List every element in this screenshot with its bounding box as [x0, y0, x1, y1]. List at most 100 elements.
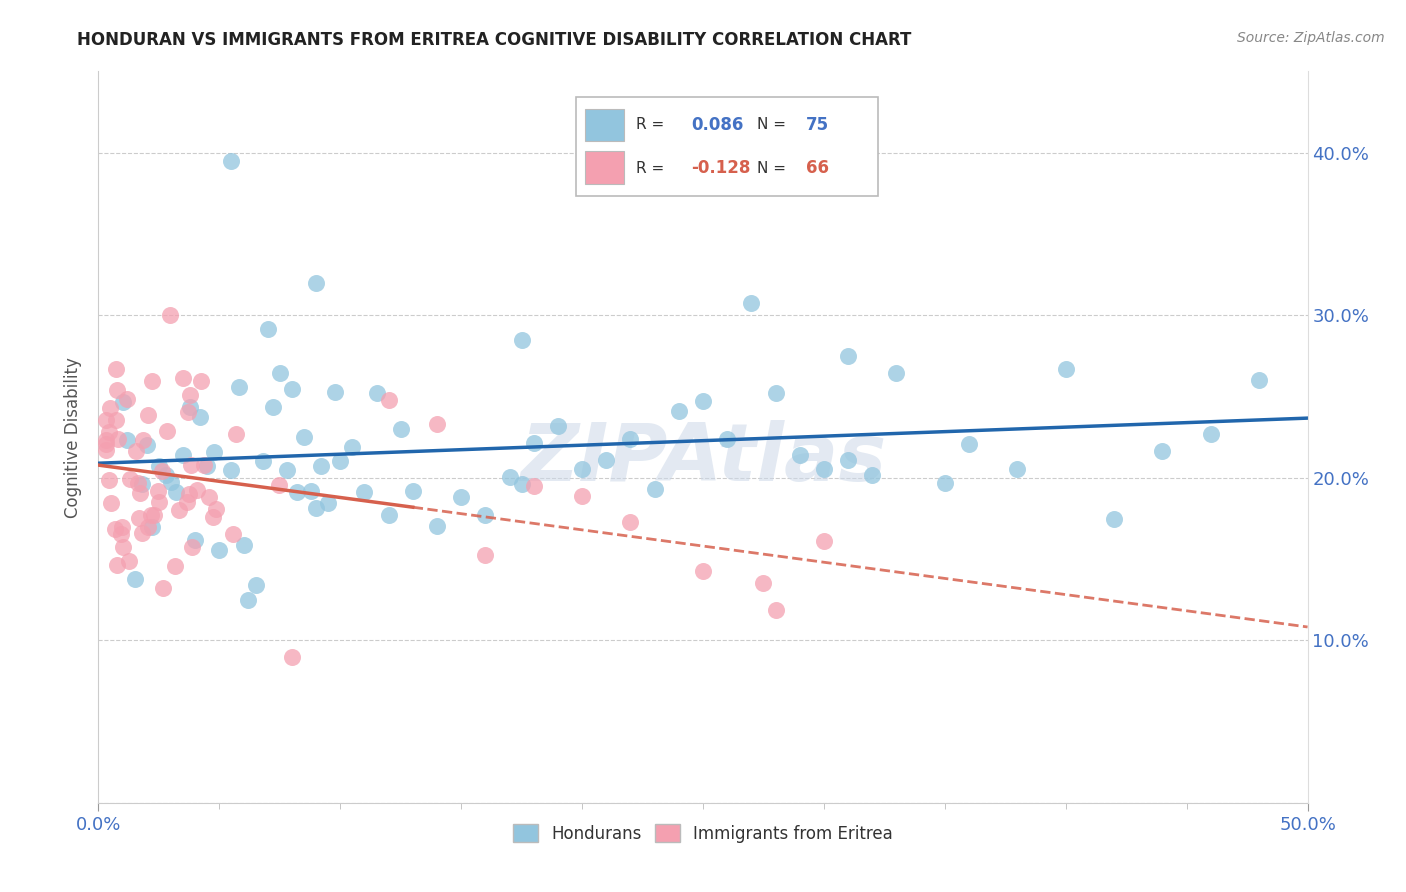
Point	[644, 483, 666, 497]
Point	[342, 441, 364, 455]
Point	[141, 508, 163, 522]
Point	[208, 542, 231, 557]
Point	[316, 496, 339, 510]
Point	[177, 487, 200, 501]
Point	[176, 494, 198, 508]
Point	[228, 379, 250, 393]
Point	[813, 534, 835, 549]
Point	[111, 395, 134, 409]
Point	[353, 485, 375, 500]
Point	[222, 526, 245, 541]
Point	[180, 458, 202, 473]
Point	[269, 366, 291, 380]
Point	[142, 508, 165, 522]
Point	[450, 490, 472, 504]
Point	[299, 483, 322, 498]
Y-axis label: Cognitive Disability: Cognitive Disability	[65, 357, 83, 517]
Point	[165, 559, 187, 574]
Point	[221, 463, 243, 477]
Point	[377, 508, 399, 523]
Point	[136, 519, 159, 533]
Point	[498, 470, 520, 484]
Point	[1199, 426, 1222, 441]
Text: HONDURAN VS IMMIGRANTS FROM ERITREA COGNITIVE DISABILITY CORRELATION CHART: HONDURAN VS IMMIGRANTS FROM ERITREA COGN…	[77, 31, 911, 49]
Point	[716, 433, 738, 447]
Point	[523, 436, 546, 450]
Point	[204, 445, 226, 459]
Point	[156, 424, 179, 438]
Point	[402, 483, 425, 498]
Point	[110, 527, 132, 541]
Point	[1249, 373, 1271, 387]
Point	[179, 400, 201, 414]
Point	[205, 501, 228, 516]
Point	[160, 475, 183, 489]
Point	[186, 483, 208, 497]
Point	[281, 382, 304, 396]
Point	[1102, 512, 1125, 526]
Point	[172, 448, 194, 462]
Point	[118, 554, 141, 568]
Point	[105, 558, 128, 572]
Point	[269, 478, 291, 492]
Point	[124, 572, 146, 586]
Point	[668, 404, 690, 418]
Point	[305, 276, 328, 290]
Point	[329, 454, 352, 468]
Point	[127, 476, 149, 491]
Point	[934, 476, 956, 491]
Point	[789, 448, 811, 462]
Text: Source: ZipAtlas.com: Source: ZipAtlas.com	[1237, 31, 1385, 45]
Point	[136, 409, 159, 423]
Point	[94, 442, 117, 457]
Point	[752, 576, 775, 591]
Point	[571, 489, 593, 503]
Point	[837, 349, 859, 363]
Point	[165, 485, 187, 500]
Point	[198, 490, 221, 504]
Point	[1007, 462, 1029, 476]
Point	[232, 538, 254, 552]
Point	[98, 401, 121, 416]
Point	[305, 501, 328, 516]
Point	[474, 508, 496, 522]
Legend: Hondurans, Immigrants from Eritrea: Hondurans, Immigrants from Eritrea	[506, 818, 900, 849]
Point	[184, 533, 207, 548]
Point	[619, 433, 641, 447]
Point	[256, 322, 278, 336]
Point	[150, 464, 173, 478]
Point	[125, 444, 148, 458]
Point	[245, 578, 267, 592]
Point	[120, 472, 142, 486]
Point	[188, 409, 211, 424]
Point	[510, 333, 533, 347]
Point	[98, 425, 121, 439]
Point	[107, 433, 129, 447]
Point	[159, 308, 181, 322]
Point	[474, 548, 496, 562]
Point	[285, 484, 308, 499]
Point	[105, 383, 128, 397]
Point	[221, 153, 243, 168]
Point	[176, 405, 198, 419]
Point	[309, 458, 332, 473]
Point	[426, 518, 449, 533]
Point	[152, 581, 174, 595]
Point	[426, 417, 449, 431]
Point	[167, 503, 190, 517]
Point	[135, 438, 157, 452]
Point	[523, 479, 546, 493]
Point	[692, 394, 714, 409]
Point	[619, 515, 641, 529]
Point	[740, 295, 762, 310]
Point	[1054, 362, 1077, 376]
Point	[202, 510, 225, 524]
Point	[813, 462, 835, 476]
Point	[366, 386, 388, 401]
Point	[115, 392, 138, 406]
Point	[195, 458, 218, 473]
Point	[94, 437, 117, 451]
Point	[141, 520, 163, 534]
Point	[193, 458, 215, 473]
Point	[141, 374, 163, 388]
